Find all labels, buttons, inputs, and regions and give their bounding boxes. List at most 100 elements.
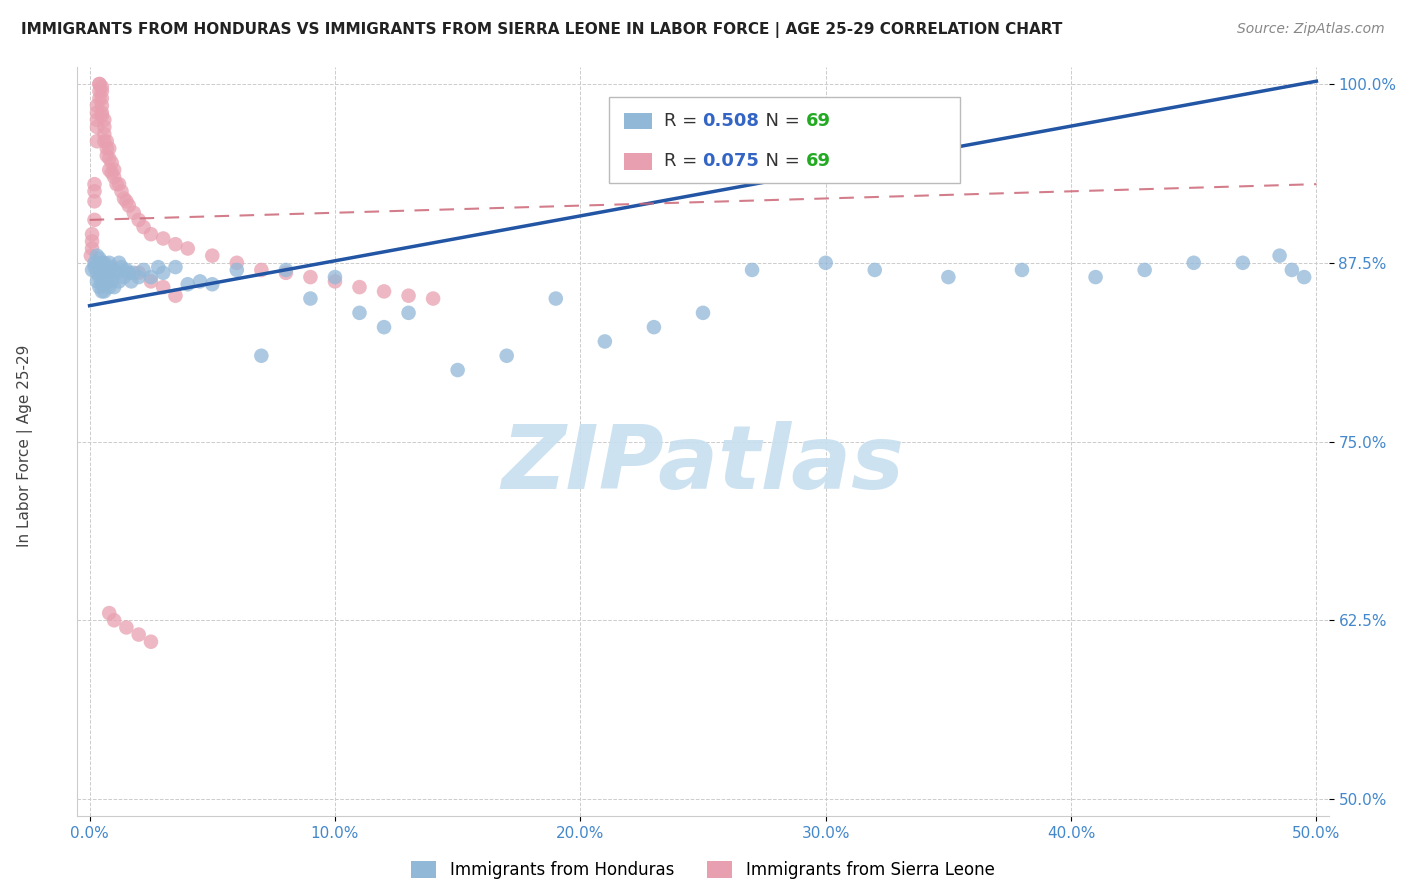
FancyBboxPatch shape xyxy=(624,153,652,169)
Point xyxy=(152,231,174,245)
Point xyxy=(93,134,115,148)
Point xyxy=(83,194,105,209)
Text: N =: N = xyxy=(754,112,806,130)
Point xyxy=(105,177,128,191)
Point xyxy=(93,127,115,141)
Point xyxy=(103,280,125,294)
Point xyxy=(110,260,132,274)
Point xyxy=(201,277,224,292)
Text: 69: 69 xyxy=(806,112,831,130)
Point xyxy=(90,256,112,270)
Point xyxy=(422,292,444,306)
Point xyxy=(323,270,346,285)
Text: 69: 69 xyxy=(806,153,831,170)
Point xyxy=(86,274,108,288)
Text: 0.508: 0.508 xyxy=(702,112,759,130)
Point xyxy=(128,213,150,227)
Point xyxy=(201,249,224,263)
Point xyxy=(100,274,122,288)
Point xyxy=(299,270,322,285)
Point xyxy=(128,627,150,641)
Point xyxy=(863,263,886,277)
Point xyxy=(446,363,468,377)
Point xyxy=(938,270,960,285)
Point xyxy=(89,84,111,98)
Point xyxy=(98,606,121,620)
Point xyxy=(90,105,112,120)
Point xyxy=(225,256,247,270)
Point xyxy=(1133,263,1156,277)
Point xyxy=(86,98,108,112)
Point xyxy=(349,280,371,294)
Point xyxy=(128,266,150,280)
Point xyxy=(83,177,105,191)
FancyBboxPatch shape xyxy=(624,112,652,129)
Point xyxy=(80,242,103,256)
Point xyxy=(98,256,121,270)
Point xyxy=(741,263,763,277)
Point xyxy=(105,266,128,280)
Point xyxy=(108,274,131,288)
Point xyxy=(98,152,121,166)
Point xyxy=(299,292,322,306)
Point xyxy=(398,306,420,320)
Point xyxy=(103,263,125,277)
Point xyxy=(349,306,371,320)
Point xyxy=(103,613,125,627)
Point xyxy=(544,292,567,306)
Point xyxy=(139,270,162,285)
Point xyxy=(1232,256,1254,270)
Point xyxy=(93,112,115,127)
Point xyxy=(177,242,200,256)
Point xyxy=(323,274,346,288)
Point xyxy=(373,320,395,334)
Point xyxy=(274,263,297,277)
Point xyxy=(115,263,138,277)
Point xyxy=(89,77,111,91)
Point xyxy=(139,634,162,648)
Point xyxy=(96,274,118,288)
Point xyxy=(86,134,108,148)
Point xyxy=(250,349,273,363)
Point xyxy=(90,91,112,105)
Legend: Immigrants from Honduras, Immigrants from Sierra Leone: Immigrants from Honduras, Immigrants fro… xyxy=(412,861,994,880)
Point xyxy=(152,280,174,294)
Point xyxy=(89,91,111,105)
Point xyxy=(593,334,616,349)
Point xyxy=(177,277,200,292)
Point xyxy=(93,285,115,299)
Point xyxy=(96,148,118,162)
Point xyxy=(165,260,187,274)
Point xyxy=(98,141,121,155)
Point xyxy=(148,260,170,274)
Point xyxy=(250,263,273,277)
Point xyxy=(1084,270,1107,285)
Text: In Labor Force | Age 25-29: In Labor Force | Age 25-29 xyxy=(17,345,34,547)
Point xyxy=(128,270,150,285)
Point xyxy=(89,252,111,266)
Point xyxy=(103,162,125,177)
Point xyxy=(86,112,108,127)
Point xyxy=(122,206,145,220)
Point xyxy=(152,266,174,280)
Point xyxy=(89,77,111,91)
Point xyxy=(165,288,187,302)
Point xyxy=(100,260,122,274)
Point xyxy=(93,120,115,134)
Text: 0.075: 0.075 xyxy=(702,153,759,170)
Point xyxy=(96,263,118,277)
Point xyxy=(83,213,105,227)
Point xyxy=(139,227,162,242)
Point xyxy=(80,227,103,242)
Point xyxy=(495,349,517,363)
Point xyxy=(80,263,103,277)
Point xyxy=(115,194,138,209)
Point xyxy=(89,270,111,285)
Point xyxy=(100,155,122,169)
Text: Source: ZipAtlas.com: Source: ZipAtlas.com xyxy=(1237,22,1385,37)
Point xyxy=(86,266,108,280)
Point xyxy=(83,260,105,274)
Point xyxy=(1294,270,1316,285)
Point xyxy=(96,141,118,155)
Point xyxy=(90,84,112,98)
